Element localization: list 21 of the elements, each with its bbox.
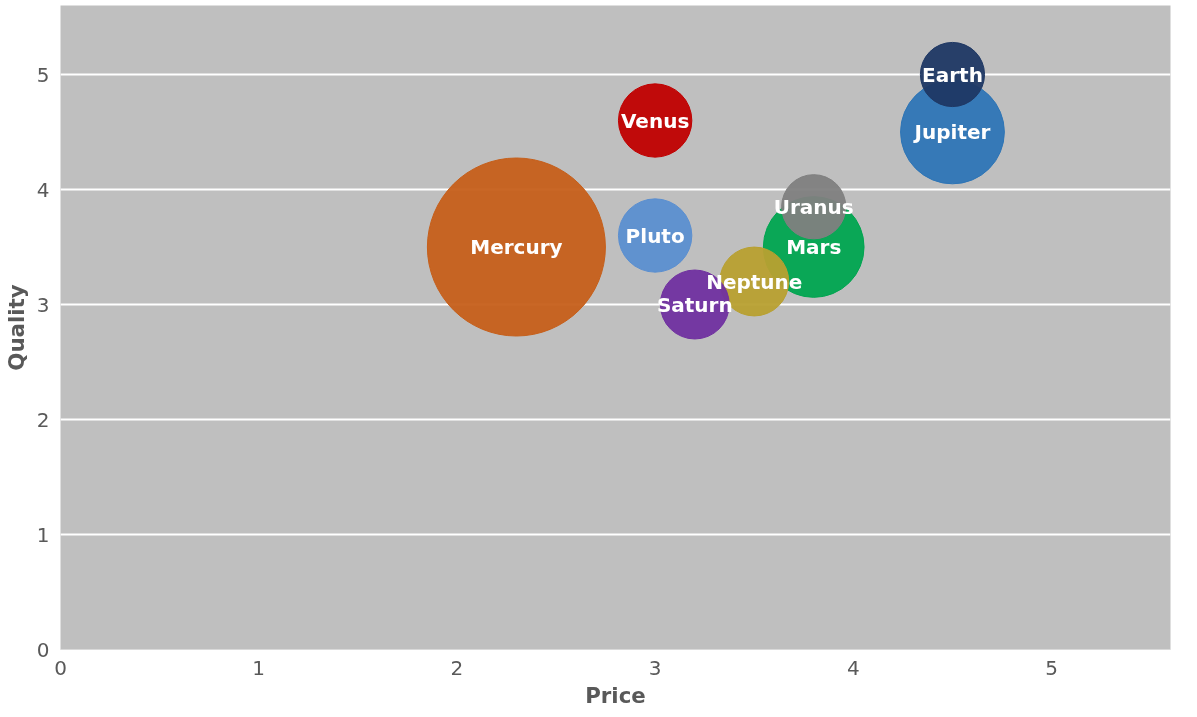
series-label: Mercury <box>470 235 563 259</box>
x-tick-label: 3 <box>648 655 662 680</box>
series-label: Mars <box>786 235 842 259</box>
y-tick-label: 1 <box>36 522 50 547</box>
series-label: Venus <box>620 108 690 133</box>
series-label: Pluto <box>625 223 685 248</box>
y-tick-label: 2 <box>36 407 50 432</box>
y-axis-title: Quality <box>3 284 29 371</box>
x-tick-label: 1 <box>252 655 266 680</box>
y-tick-label: 4 <box>36 177 50 202</box>
x-tick-label: 0 <box>54 655 67 680</box>
y-tick-label: 3 <box>36 292 50 317</box>
series-label: Uranus <box>773 194 854 219</box>
y-tick-label: 5 <box>36 62 50 87</box>
series-label: Earth <box>922 62 983 87</box>
y-tick-label: 0 <box>36 637 50 662</box>
x-tick-label: 4 <box>846 655 860 680</box>
x-tick-label: 5 <box>1045 655 1058 680</box>
series-label: Jupiter <box>912 120 991 144</box>
x-tick-label: 2 <box>450 655 464 680</box>
x-axis-title: Price <box>585 682 646 708</box>
